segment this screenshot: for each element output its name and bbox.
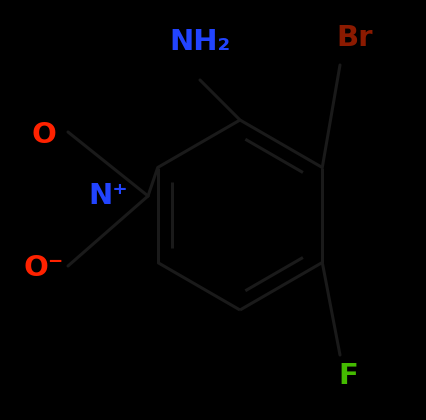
Text: O: O [32,121,56,149]
Text: Br: Br [336,24,372,52]
Text: N⁺: N⁺ [88,182,127,210]
Text: F: F [337,362,357,390]
Text: NH₂: NH₂ [169,28,230,56]
Text: O⁻: O⁻ [24,254,64,282]
